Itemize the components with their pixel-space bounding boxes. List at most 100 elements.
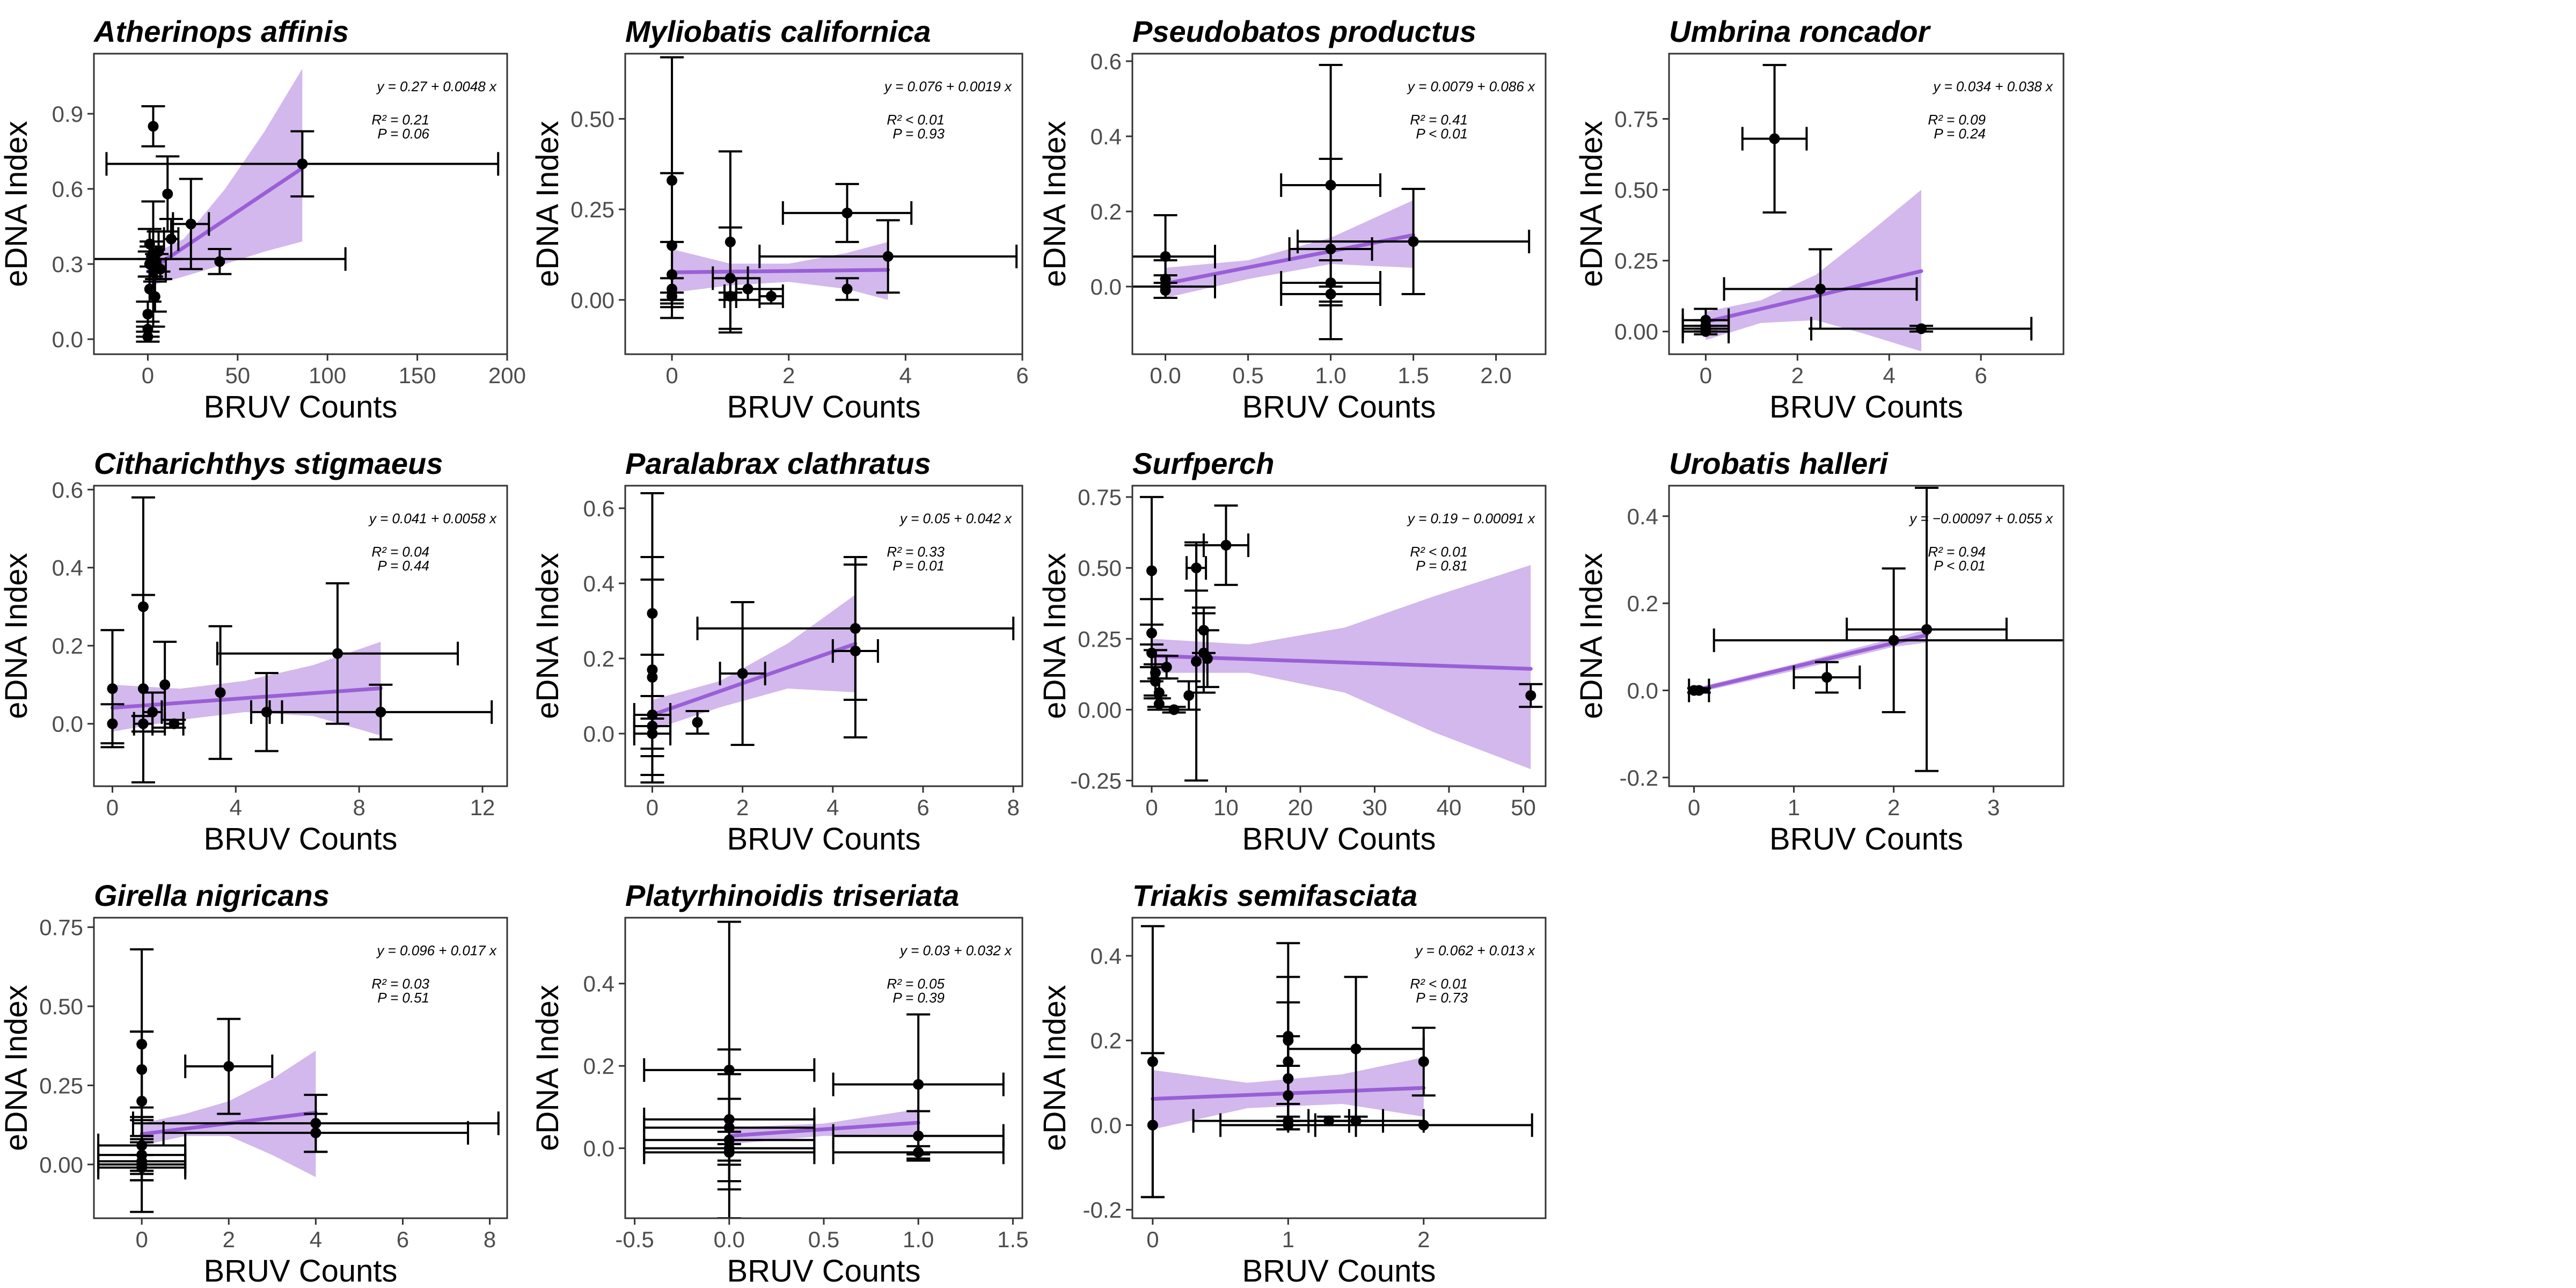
point-marker bbox=[1161, 662, 1172, 673]
data-point-14 bbox=[94, 247, 347, 271]
x-tick-label: 0 bbox=[1146, 1227, 1159, 1252]
x-tick-label: 50 bbox=[225, 363, 250, 388]
p-value-label: P = 0.39 bbox=[892, 990, 945, 1006]
data-point-15 bbox=[1202, 504, 1250, 586]
x-axis-label: BRUV Counts bbox=[203, 1254, 397, 1288]
point-marker bbox=[148, 121, 159, 132]
panel-frame bbox=[93, 917, 508, 1219]
panel-title: Urobatis halleri bbox=[1669, 447, 1889, 480]
point-marker bbox=[913, 1130, 924, 1141]
y-tick-label: 0.4 bbox=[52, 555, 83, 581]
data-point-1 bbox=[100, 703, 125, 744]
x-tick-label: 4 bbox=[310, 1227, 322, 1252]
data-point-9 bbox=[758, 284, 784, 309]
x-axis-label: BRUV Counts bbox=[727, 822, 920, 857]
point-marker bbox=[147, 706, 158, 718]
panel-title: Surfperch bbox=[1132, 447, 1275, 480]
x-tick-label: 20 bbox=[1288, 795, 1313, 820]
data-point-16 bbox=[1519, 683, 1543, 708]
point-marker bbox=[1153, 687, 1165, 698]
x-tick-label: 0.5 bbox=[808, 1227, 839, 1252]
panel-title: Pseudobatos productus bbox=[1132, 14, 1476, 48]
data-point-8 bbox=[735, 277, 761, 301]
equation-label: y = 0.0079 + 0.086 x bbox=[1407, 78, 1535, 94]
x-tick-label: 0 bbox=[1145, 795, 1158, 820]
x-tick-label: 0 bbox=[142, 363, 154, 388]
p-value-label: P = 0.06 bbox=[377, 126, 429, 142]
equation-label: y = 0.03 + 0.032 x bbox=[899, 942, 1012, 958]
p-value-label: P = 0.01 bbox=[892, 558, 945, 574]
panel-frame bbox=[93, 53, 508, 355]
data-point-5 bbox=[141, 691, 165, 733]
x-tick-label: 0 bbox=[135, 1227, 148, 1252]
point-marker bbox=[766, 291, 777, 302]
point-marker bbox=[136, 1159, 148, 1170]
y-tick-label: 0.50 bbox=[39, 994, 83, 1019]
x-tick-label: 1 bbox=[1788, 795, 1800, 820]
data-point-11 bbox=[268, 683, 493, 741]
x-tick-label: 2 bbox=[736, 795, 749, 820]
point-marker bbox=[1160, 285, 1171, 296]
y-axis-label: eDNA Index bbox=[0, 121, 34, 287]
x-axis-label: BRUV Counts bbox=[727, 390, 920, 425]
x-axis-label: BRUV Counts bbox=[1769, 390, 1963, 425]
r-squared-label: R² = 0.04 bbox=[371, 544, 429, 560]
fit-line bbox=[670, 268, 890, 275]
data-point-3 bbox=[131, 594, 155, 784]
point-marker bbox=[1888, 635, 1899, 646]
y-tick-label: 0.75 bbox=[1614, 107, 1658, 132]
data-point-3 bbox=[1713, 567, 2063, 714]
plot-area bbox=[94, 69, 500, 343]
p-value-label: P = 0.73 bbox=[1416, 990, 1468, 1006]
data-point-1 bbox=[1140, 1052, 1165, 1198]
data-point-10 bbox=[143, 280, 167, 313]
y-tick-label: 0.6 bbox=[52, 177, 83, 202]
r-squared-label: R² = 0.21 bbox=[371, 112, 429, 128]
data-point-3 bbox=[1153, 282, 1177, 299]
point-marker bbox=[913, 1147, 924, 1158]
data-point-16 bbox=[159, 218, 183, 260]
r-squared-label: R² = 0.41 bbox=[1410, 112, 1468, 128]
confidence-band bbox=[1706, 189, 1922, 352]
point-marker bbox=[1350, 1043, 1362, 1055]
x-tick-label: 8 bbox=[353, 795, 365, 820]
point-marker bbox=[223, 1061, 235, 1072]
panel-frame bbox=[624, 485, 1023, 787]
y-tick-label: -0.25 bbox=[1070, 768, 1122, 793]
y-tick-label: 0.0 bbox=[52, 712, 83, 737]
x-tick-label: 4 bbox=[1883, 363, 1896, 388]
data-point-7 bbox=[97, 1116, 187, 1213]
y-tick-label: 0.50 bbox=[1078, 555, 1122, 581]
equation-label: y = 0.076 + 0.0019 x bbox=[883, 78, 1012, 94]
x-tick-label: 6 bbox=[917, 795, 929, 820]
fit-line bbox=[110, 686, 383, 710]
y-axis-label: eDNA Index bbox=[1574, 121, 1609, 287]
plot-area bbox=[100, 496, 493, 784]
y-tick-label: 0.2 bbox=[1091, 199, 1122, 224]
data-point-6 bbox=[1810, 317, 2033, 341]
data-point-15 bbox=[156, 155, 180, 233]
data-point-19 bbox=[105, 130, 500, 197]
plot-area bbox=[660, 56, 1018, 334]
point-marker bbox=[107, 683, 118, 694]
x-tick-label: 0 bbox=[646, 795, 658, 820]
data-point-6 bbox=[1147, 697, 1171, 711]
point-marker bbox=[185, 218, 196, 230]
x-tick-label: 1.0 bbox=[1315, 363, 1346, 388]
y-tick-label: 0.00 bbox=[39, 1152, 83, 1177]
x-tick-label: 1.0 bbox=[903, 1227, 934, 1252]
x-tick-label: 1.5 bbox=[997, 1227, 1028, 1252]
point-marker bbox=[1769, 133, 1780, 144]
y-axis-label: eDNA Index bbox=[0, 553, 34, 719]
y-tick-label: 0.75 bbox=[1078, 485, 1122, 510]
data-point-11 bbox=[1184, 541, 1209, 782]
point-marker bbox=[882, 251, 894, 262]
panel-5: 0 2 4 6 8 0.0 0.2 0.4 0.6 Paralabrax clathratus BR… bbox=[530, 447, 1023, 857]
y-tick-label: 0.25 bbox=[1078, 626, 1122, 652]
x-tick-label: 2.0 bbox=[1480, 363, 1511, 388]
data-point-8 bbox=[1162, 704, 1186, 715]
y-tick-label: 0.2 bbox=[583, 646, 614, 671]
point-marker bbox=[136, 1095, 148, 1107]
panel-frame bbox=[624, 53, 1023, 355]
